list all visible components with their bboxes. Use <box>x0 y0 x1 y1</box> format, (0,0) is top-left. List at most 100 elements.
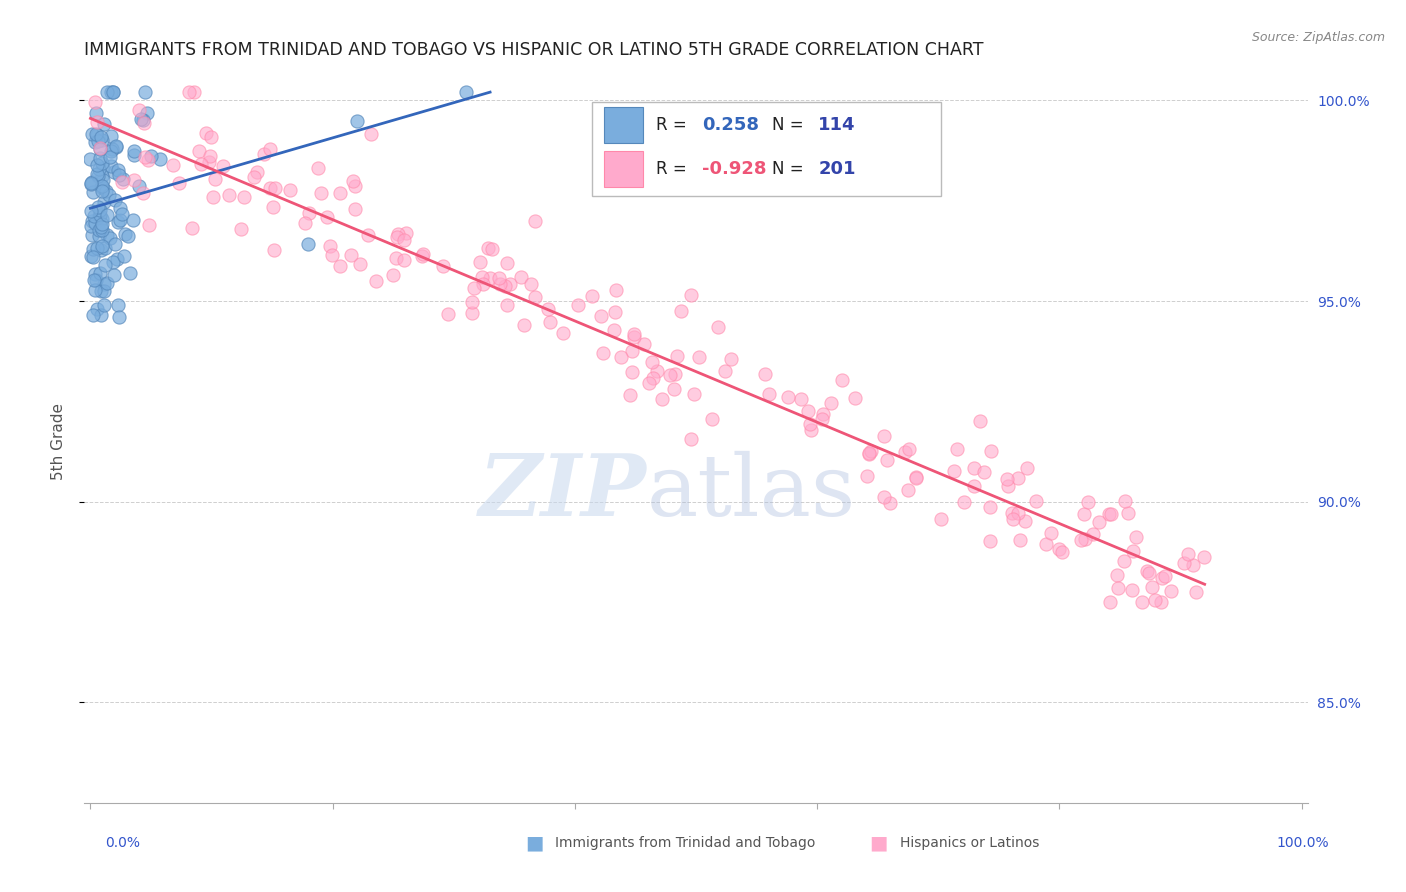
Point <box>537 301 560 316</box>
Point <box>82 128 104 142</box>
Point <box>946 442 969 456</box>
Point <box>714 364 737 378</box>
Point <box>364 274 387 288</box>
Point <box>344 202 367 216</box>
Point <box>179 86 201 100</box>
Point <box>87 169 110 183</box>
Text: atlas: atlas <box>647 450 856 533</box>
Point <box>90 169 112 183</box>
Point <box>873 428 896 442</box>
Point <box>188 145 211 159</box>
Point <box>96 86 118 100</box>
Point <box>520 277 543 292</box>
Point <box>1150 595 1173 609</box>
Point <box>94 241 117 255</box>
Point <box>91 161 114 175</box>
Point <box>633 337 655 351</box>
Point <box>90 179 112 194</box>
Point <box>412 247 434 261</box>
Point <box>385 229 408 244</box>
Point <box>87 223 110 237</box>
Point <box>623 329 645 343</box>
Point <box>134 86 156 100</box>
Point <box>463 280 485 294</box>
Point <box>1139 566 1161 580</box>
Point <box>201 190 224 204</box>
Point <box>120 266 142 280</box>
Point <box>108 213 131 227</box>
Point <box>665 349 688 363</box>
Point <box>461 306 484 320</box>
Point <box>104 193 127 207</box>
Point <box>973 465 995 479</box>
Y-axis label: 5th Grade: 5th Grade <box>51 403 66 480</box>
Point <box>91 212 114 227</box>
Point <box>811 412 834 426</box>
Point <box>700 412 723 426</box>
Point <box>688 350 710 364</box>
Point <box>86 302 108 317</box>
Point <box>83 267 105 281</box>
Point <box>513 318 536 332</box>
Point <box>100 129 122 144</box>
Point <box>468 254 491 268</box>
Point <box>111 207 134 221</box>
Point <box>342 174 364 188</box>
Point <box>1001 512 1024 526</box>
Point <box>90 129 112 144</box>
Point <box>93 117 115 131</box>
Text: 201: 201 <box>818 160 856 178</box>
Point <box>776 390 799 404</box>
Point <box>1098 507 1121 521</box>
Point <box>84 272 107 286</box>
Point <box>297 237 319 252</box>
Point <box>683 387 706 401</box>
Point <box>1154 568 1177 582</box>
Point <box>181 221 204 235</box>
Point <box>86 167 108 181</box>
Text: R =: R = <box>655 160 692 178</box>
Point <box>264 181 287 195</box>
Point <box>90 243 112 257</box>
Point <box>1116 506 1139 520</box>
Point <box>117 228 139 243</box>
Text: ■: ■ <box>869 833 889 853</box>
Point <box>621 365 644 379</box>
Point <box>610 351 633 365</box>
Point <box>103 268 125 283</box>
Point <box>496 256 519 270</box>
Point <box>80 249 103 263</box>
Point <box>107 163 129 178</box>
Point <box>1007 507 1029 521</box>
Point <box>980 444 1002 458</box>
Point <box>294 216 316 230</box>
Point <box>488 277 510 291</box>
Point <box>856 468 879 483</box>
Point <box>91 173 114 187</box>
Point <box>498 277 520 291</box>
Point <box>1105 568 1128 582</box>
Point <box>605 283 627 297</box>
Point <box>82 242 104 256</box>
Point <box>894 444 917 458</box>
Point <box>538 315 561 329</box>
Point <box>100 145 122 159</box>
Point <box>356 228 378 243</box>
Text: Source: ZipAtlas.com: Source: ZipAtlas.com <box>1251 31 1385 45</box>
Point <box>122 213 145 227</box>
Point <box>1035 537 1057 551</box>
Point <box>963 479 986 493</box>
Point <box>132 116 155 130</box>
Point <box>876 453 898 467</box>
Point <box>1047 542 1070 557</box>
Point <box>844 392 866 406</box>
Point <box>105 252 128 266</box>
Text: ZIP: ZIP <box>479 450 647 534</box>
Point <box>84 106 107 120</box>
Point <box>149 152 172 166</box>
Point <box>523 214 546 228</box>
Point <box>873 490 896 504</box>
Point <box>344 179 367 194</box>
Point <box>1087 515 1109 529</box>
Point <box>103 86 125 100</box>
